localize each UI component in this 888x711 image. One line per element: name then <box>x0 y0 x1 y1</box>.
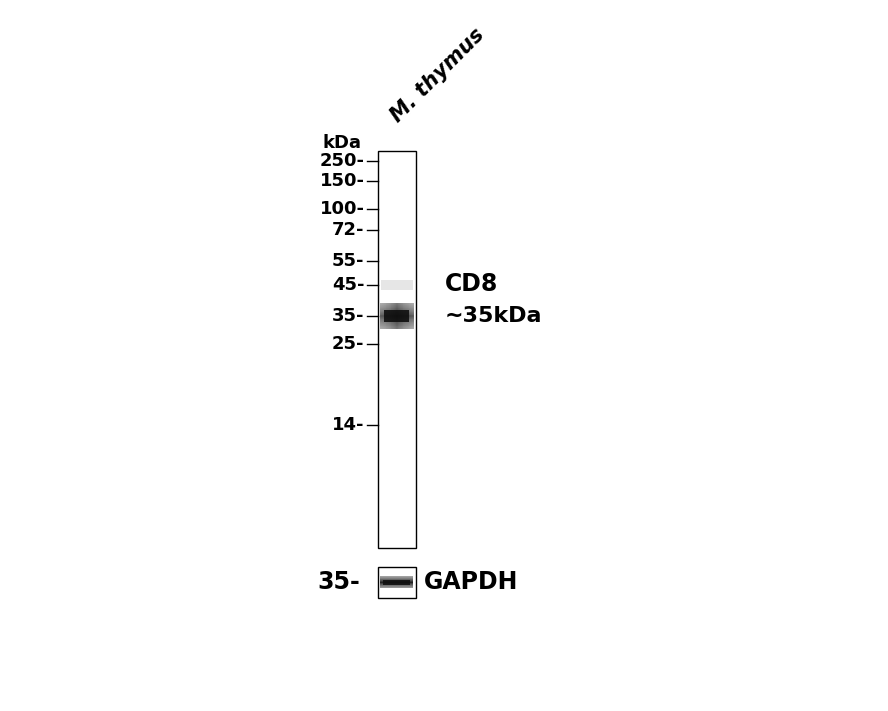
Text: 45-: 45- <box>332 276 365 294</box>
Bar <box>377 567 416 598</box>
Bar <box>381 280 413 290</box>
Text: 55-: 55- <box>332 252 365 269</box>
Text: M. thymus: M. thymus <box>387 25 488 127</box>
Text: kDa: kDa <box>322 134 361 152</box>
Text: GAPDH: GAPDH <box>424 570 519 594</box>
Text: 35-: 35- <box>317 570 361 594</box>
Text: 14-: 14- <box>332 416 365 434</box>
Text: 35-: 35- <box>332 307 365 326</box>
Bar <box>384 311 409 322</box>
Text: 100-: 100- <box>320 200 365 218</box>
Text: 25-: 25- <box>332 335 365 353</box>
Text: 250-: 250- <box>320 152 365 170</box>
Text: CD8: CD8 <box>445 272 498 296</box>
Text: 150-: 150- <box>320 171 365 190</box>
Bar <box>377 151 416 548</box>
Text: 72-: 72- <box>332 221 365 240</box>
Bar <box>384 579 410 585</box>
Text: ~35kDa: ~35kDa <box>445 306 543 326</box>
